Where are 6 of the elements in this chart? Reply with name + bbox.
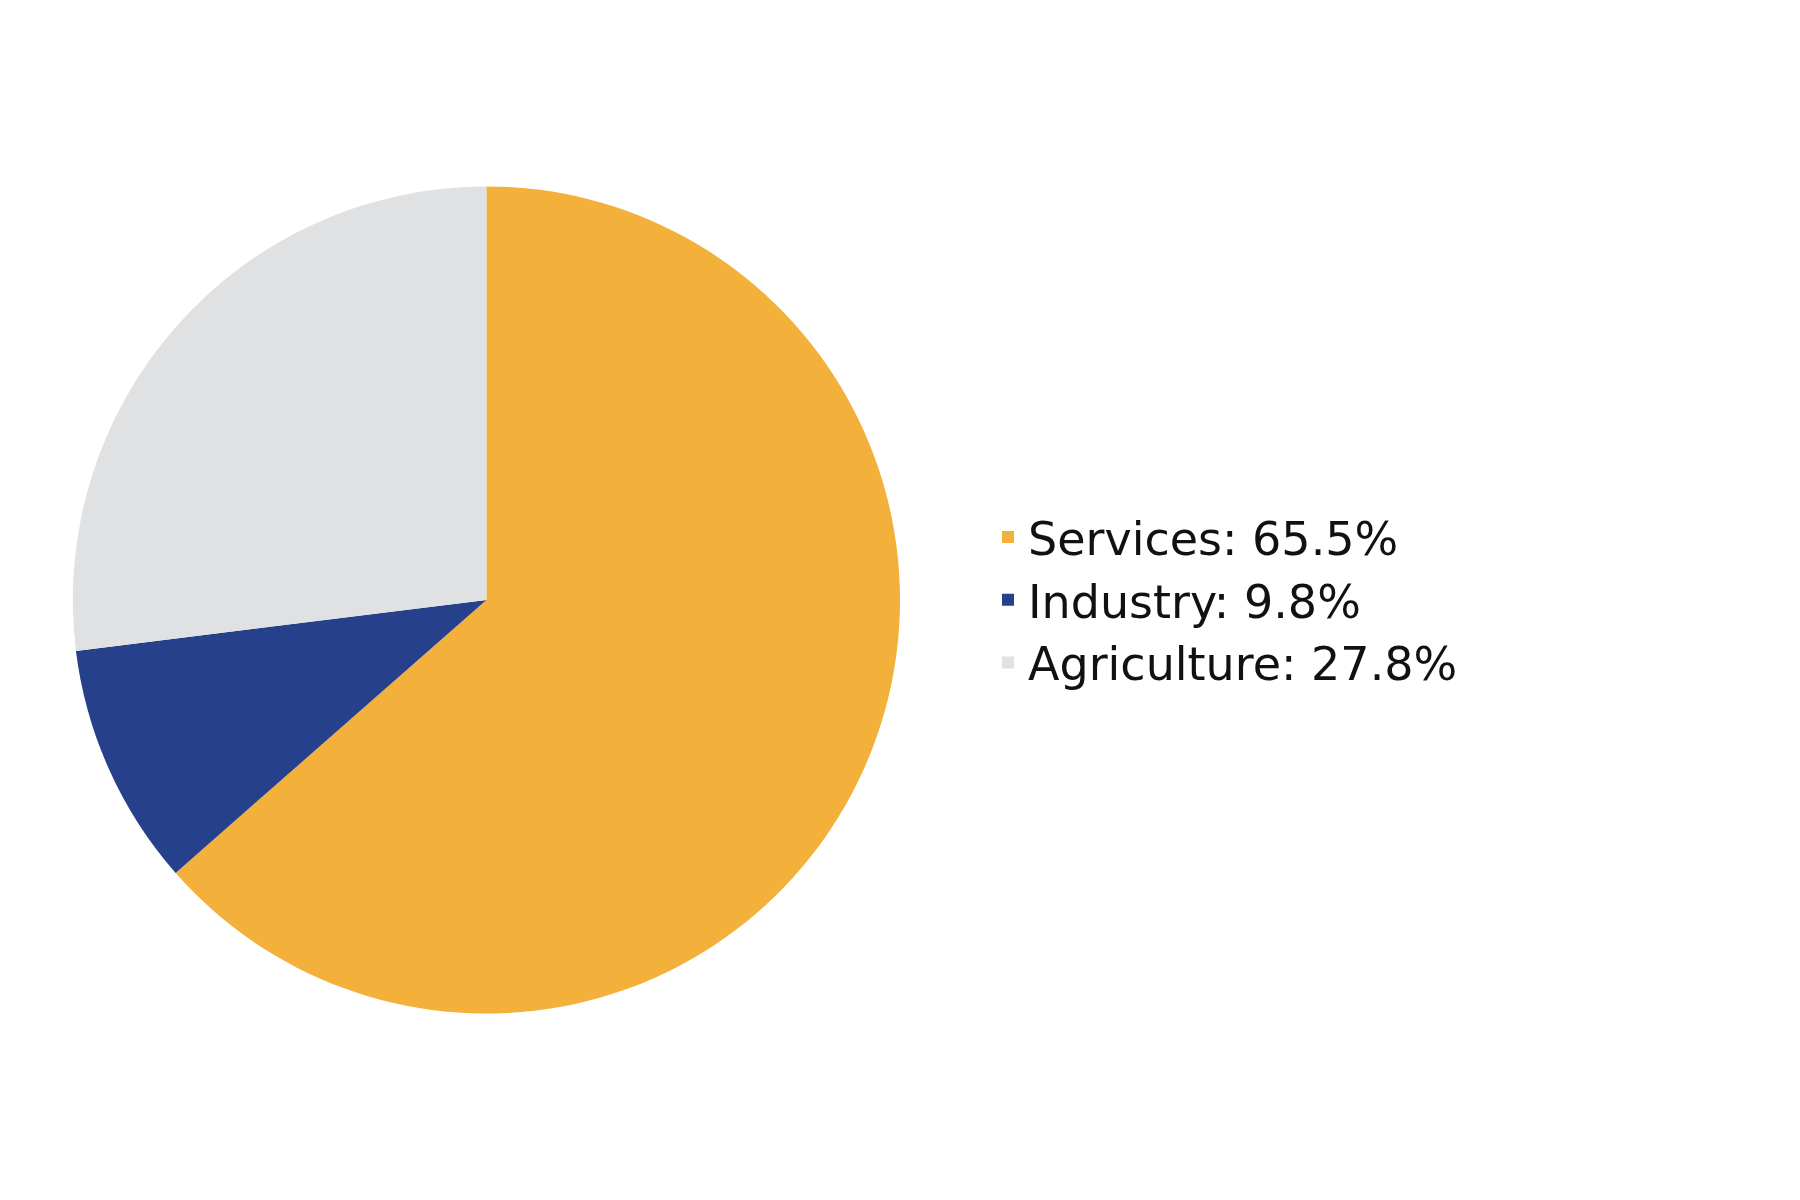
legend-label: Industry: 9.8%: [1028, 574, 1361, 629]
legend-label: Services: 65.5%: [1028, 511, 1399, 566]
legend-label: Agriculture: 27.8%: [1028, 637, 1458, 692]
pie-slice: [175, 186, 900, 1014]
pie-slice: [72, 186, 487, 651]
pie-slice: [75, 600, 487, 873]
